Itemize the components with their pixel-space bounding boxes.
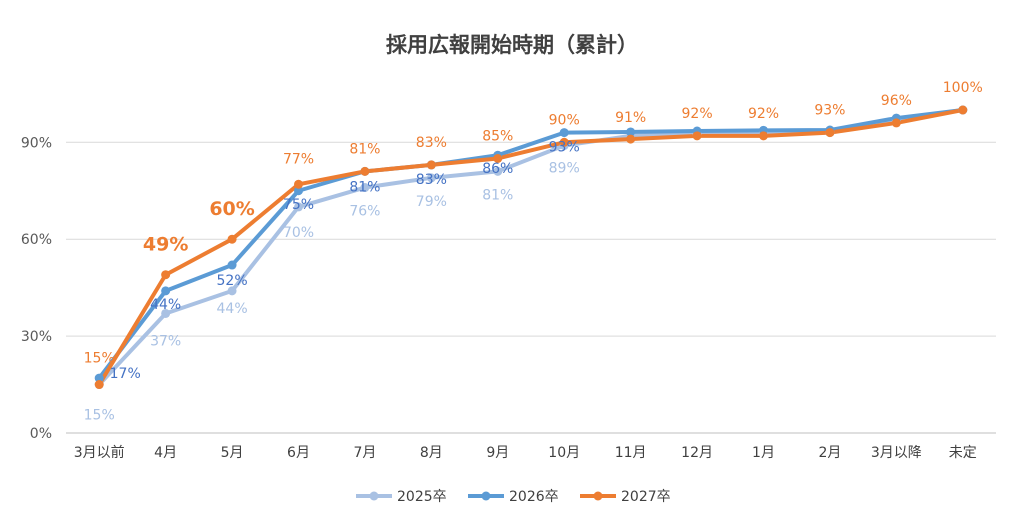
data-label: 44% [217, 301, 248, 317]
data-point [891, 118, 901, 128]
x-tick-label: 未定 [949, 445, 977, 461]
data-point [493, 166, 503, 176]
data-label: 93% [549, 140, 580, 156]
x-tick-label: 10月 [548, 445, 580, 461]
data-label: 81% [349, 179, 380, 195]
x-tick-label: 2月 [818, 445, 841, 461]
data-label: 37% [150, 333, 181, 349]
legend-marker [481, 491, 491, 501]
data-label: 96% [881, 93, 912, 109]
data-label: 89% [549, 161, 580, 177]
data-point [692, 131, 702, 141]
x-tick-label: 1月 [752, 445, 775, 461]
data-label: 93% [814, 103, 845, 119]
data-label: 60% [209, 198, 254, 220]
data-point [294, 186, 303, 196]
legend-label: 2026卒 [509, 489, 559, 505]
legend-label: 2025卒 [397, 489, 447, 505]
legend-marker [593, 491, 603, 501]
data-label: 81% [482, 187, 513, 203]
x-tick-label: 12月 [681, 445, 713, 461]
data-labels: 15% 37% 44% 70% 76% 79% 81% 89% 17% 44% 52% 75% 81% 8… [84, 80, 983, 424]
x-tick-label: 9月 [486, 445, 509, 461]
data-point [161, 270, 171, 280]
data-label: 17% [110, 366, 141, 382]
x-axis: 3月以前 4月 5月 6月 7月 8月 9月 10月 11月 12月 1月 2月 3月以降 未定 [74, 444, 977, 461]
series-line-2027卒 [97, 108, 965, 387]
data-label: 52% [217, 273, 248, 289]
data-label: 91% [615, 110, 646, 126]
data-point [626, 127, 636, 137]
data-label: 92% [682, 106, 713, 122]
data-label: 49% [143, 234, 188, 256]
x-tick-label: 3月以前 [74, 444, 125, 461]
series-line-2026卒 [97, 108, 965, 381]
data-point [426, 160, 436, 170]
data-label: 75% [283, 197, 314, 213]
data-point [626, 134, 636, 144]
data-point [493, 153, 503, 163]
data-point [161, 286, 171, 296]
x-tick-label: 7月 [353, 445, 376, 461]
gridlines [66, 141, 996, 434]
y-tick-label: 60% [21, 232, 52, 248]
data-point [360, 166, 370, 176]
legend-label: 2027卒 [621, 489, 671, 505]
x-tick-label: 4月 [154, 445, 177, 461]
data-label: 15% [84, 351, 115, 367]
data-label: 70% [283, 225, 314, 241]
series-lines [97, 108, 965, 387]
data-label: 44% [150, 297, 181, 313]
y-axis: 0% 30% 60% 90% [21, 135, 52, 442]
data-label: 100% [943, 80, 983, 96]
data-label: 81% [349, 141, 380, 157]
data-point [294, 202, 303, 212]
data-point [161, 308, 171, 318]
data-point [227, 234, 237, 244]
x-tick-label: 3月以降 [871, 445, 922, 461]
data-label: 77% [283, 151, 314, 167]
data-point [559, 137, 569, 147]
data-label: 15% [84, 408, 115, 424]
data-point [94, 373, 104, 383]
y-tick-label: 0% [30, 426, 52, 442]
legend-marker [369, 491, 379, 501]
series-points [94, 105, 968, 390]
data-point [825, 128, 835, 138]
legend: 2025卒 2026卒 2027卒 [356, 489, 671, 505]
data-label: 76% [349, 204, 380, 220]
data-point [294, 179, 303, 189]
x-tick-label: 6月 [287, 445, 310, 461]
x-tick-label: 11月 [615, 445, 647, 461]
data-label: 86% [482, 161, 513, 177]
data-label: 92% [748, 106, 779, 122]
data-label: 85% [482, 128, 513, 144]
data-label: 90% [549, 112, 580, 128]
data-point [227, 286, 237, 296]
data-point [426, 173, 436, 183]
data-point [94, 380, 104, 390]
data-label: 79% [416, 194, 447, 210]
data-point [559, 128, 569, 138]
data-point [759, 131, 768, 141]
data-label: 83% [416, 135, 447, 151]
data-point [958, 105, 968, 115]
y-tick-label: 90% [21, 135, 52, 151]
y-tick-label: 30% [21, 329, 52, 345]
data-point [227, 260, 237, 270]
chart-title: 採用広報開始時期（累計） [386, 33, 638, 57]
x-tick-label: 5月 [221, 445, 244, 461]
data-point [360, 183, 370, 193]
data-label: 83% [416, 172, 447, 188]
x-tick-label: 8月 [420, 445, 443, 461]
